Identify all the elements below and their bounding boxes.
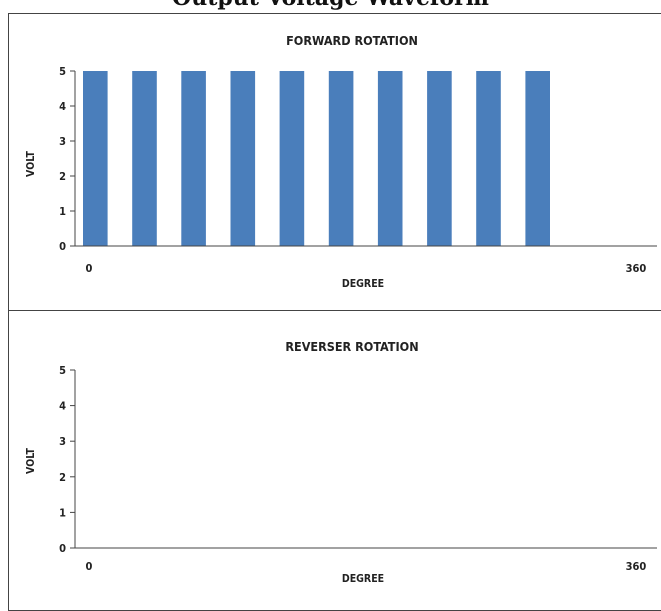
axes-group: [74, 71, 657, 247]
chart-forward-rotation: FORWARD ROTATION VOLT DEGREE 0 1 2 3 4 5 0 36…: [25, 33, 657, 290]
bar-6: [377, 71, 403, 246]
y-tick-label-0: 0: [59, 542, 66, 555]
chart-title: FORWARD ROTATION: [286, 33, 418, 48]
bar-9: [525, 71, 550, 246]
axes-group: [74, 370, 657, 549]
ticks-group: 0 1 2 3 4 5: [59, 65, 75, 253]
y-tick-label-4: 4: [59, 400, 66, 413]
x-axis-label: DEGREE: [342, 573, 384, 585]
bar-1: [132, 71, 157, 246]
y-tick-label-5: 5: [59, 364, 66, 377]
x-tick-label-start: 0: [86, 560, 93, 573]
chart-panel-forward: FORWARD ROTATION VOLT DEGREE 0 1 2 3 4 5 0 36…: [8, 13, 661, 311]
y-tick-label-3: 3: [59, 435, 66, 448]
chart-panel-reverse: REVERSER ROTATION VOLT DEGREE 0 1 2 3 4 5 0 3…: [8, 311, 661, 611]
bar-3: [230, 71, 256, 246]
bars-group: [83, 71, 550, 246]
y-tick-label-2: 2: [59, 170, 66, 183]
ticks-group: 0 1 2 3 4 5: [59, 364, 75, 555]
page-title: Output Voltage Waveform: [0, 0, 661, 9]
x-tick-label-end: 360: [626, 262, 647, 275]
x-axis-label: DEGREE: [342, 278, 384, 290]
bar-2: [181, 71, 206, 246]
x-tick-label-end: 360: [626, 560, 647, 573]
x-tick-label-start: 0: [86, 262, 93, 275]
y-axis-label: VOLT: [25, 151, 37, 177]
y-tick-label-2: 2: [59, 471, 66, 484]
y-tick-label-1: 1: [59, 506, 66, 519]
y-tick-label-0: 0: [59, 240, 66, 253]
y-axis-label: VOLT: [25, 448, 37, 474]
y-tick-label-1: 1: [59, 205, 66, 218]
y-tick-label-3: 3: [59, 135, 66, 148]
bar-4: [279, 71, 305, 246]
y-tick-label-4: 4: [59, 100, 66, 113]
chart-title: REVERSER ROTATION: [285, 339, 418, 354]
bar-0: [83, 71, 108, 246]
bar-5: [328, 71, 354, 246]
chart-reverser-rotation: REVERSER ROTATION VOLT DEGREE 0 1 2 3 4 5 0 3…: [25, 339, 657, 585]
y-tick-label-5: 5: [59, 65, 66, 78]
bar-8: [476, 71, 501, 246]
bar-7: [427, 71, 452, 246]
